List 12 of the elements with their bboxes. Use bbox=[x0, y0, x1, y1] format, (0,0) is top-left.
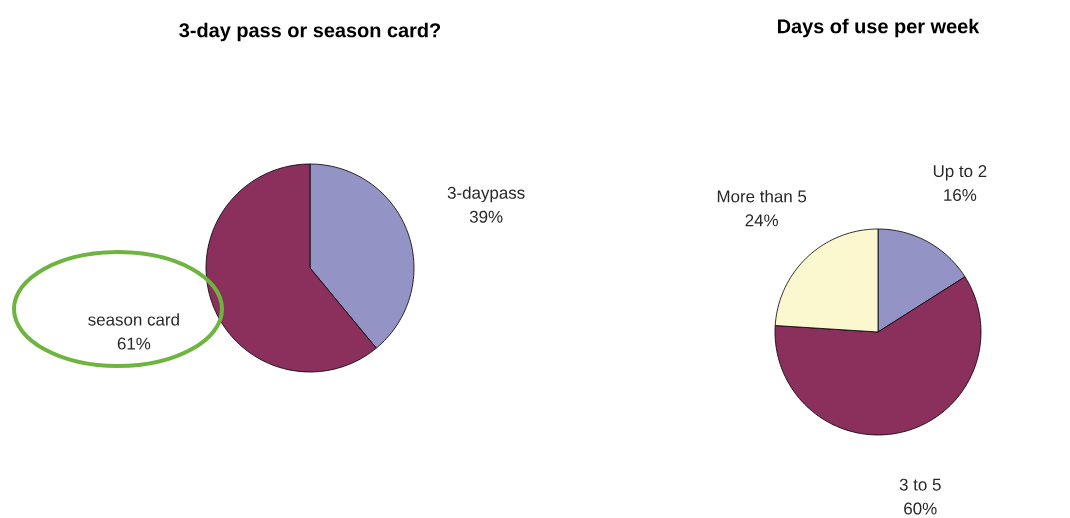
data-label: 61% bbox=[117, 337, 151, 350]
slice-label: 3-daypass bbox=[447, 186, 525, 203]
chart-title: 3-day pass or season card? bbox=[179, 22, 441, 42]
data-label: 16% bbox=[944, 189, 977, 202]
chart-title: Days of use per week bbox=[778, 18, 980, 38]
data-label: 60% bbox=[904, 502, 937, 515]
data-label: 39% bbox=[469, 210, 503, 223]
slice-label: 3 to 5 bbox=[899, 478, 941, 491]
slice-label: More than 5 bbox=[717, 190, 807, 203]
slice-label: Up to 2 bbox=[933, 165, 987, 181]
data-label: 24% bbox=[745, 214, 778, 227]
slice-label: season card bbox=[88, 313, 179, 326]
